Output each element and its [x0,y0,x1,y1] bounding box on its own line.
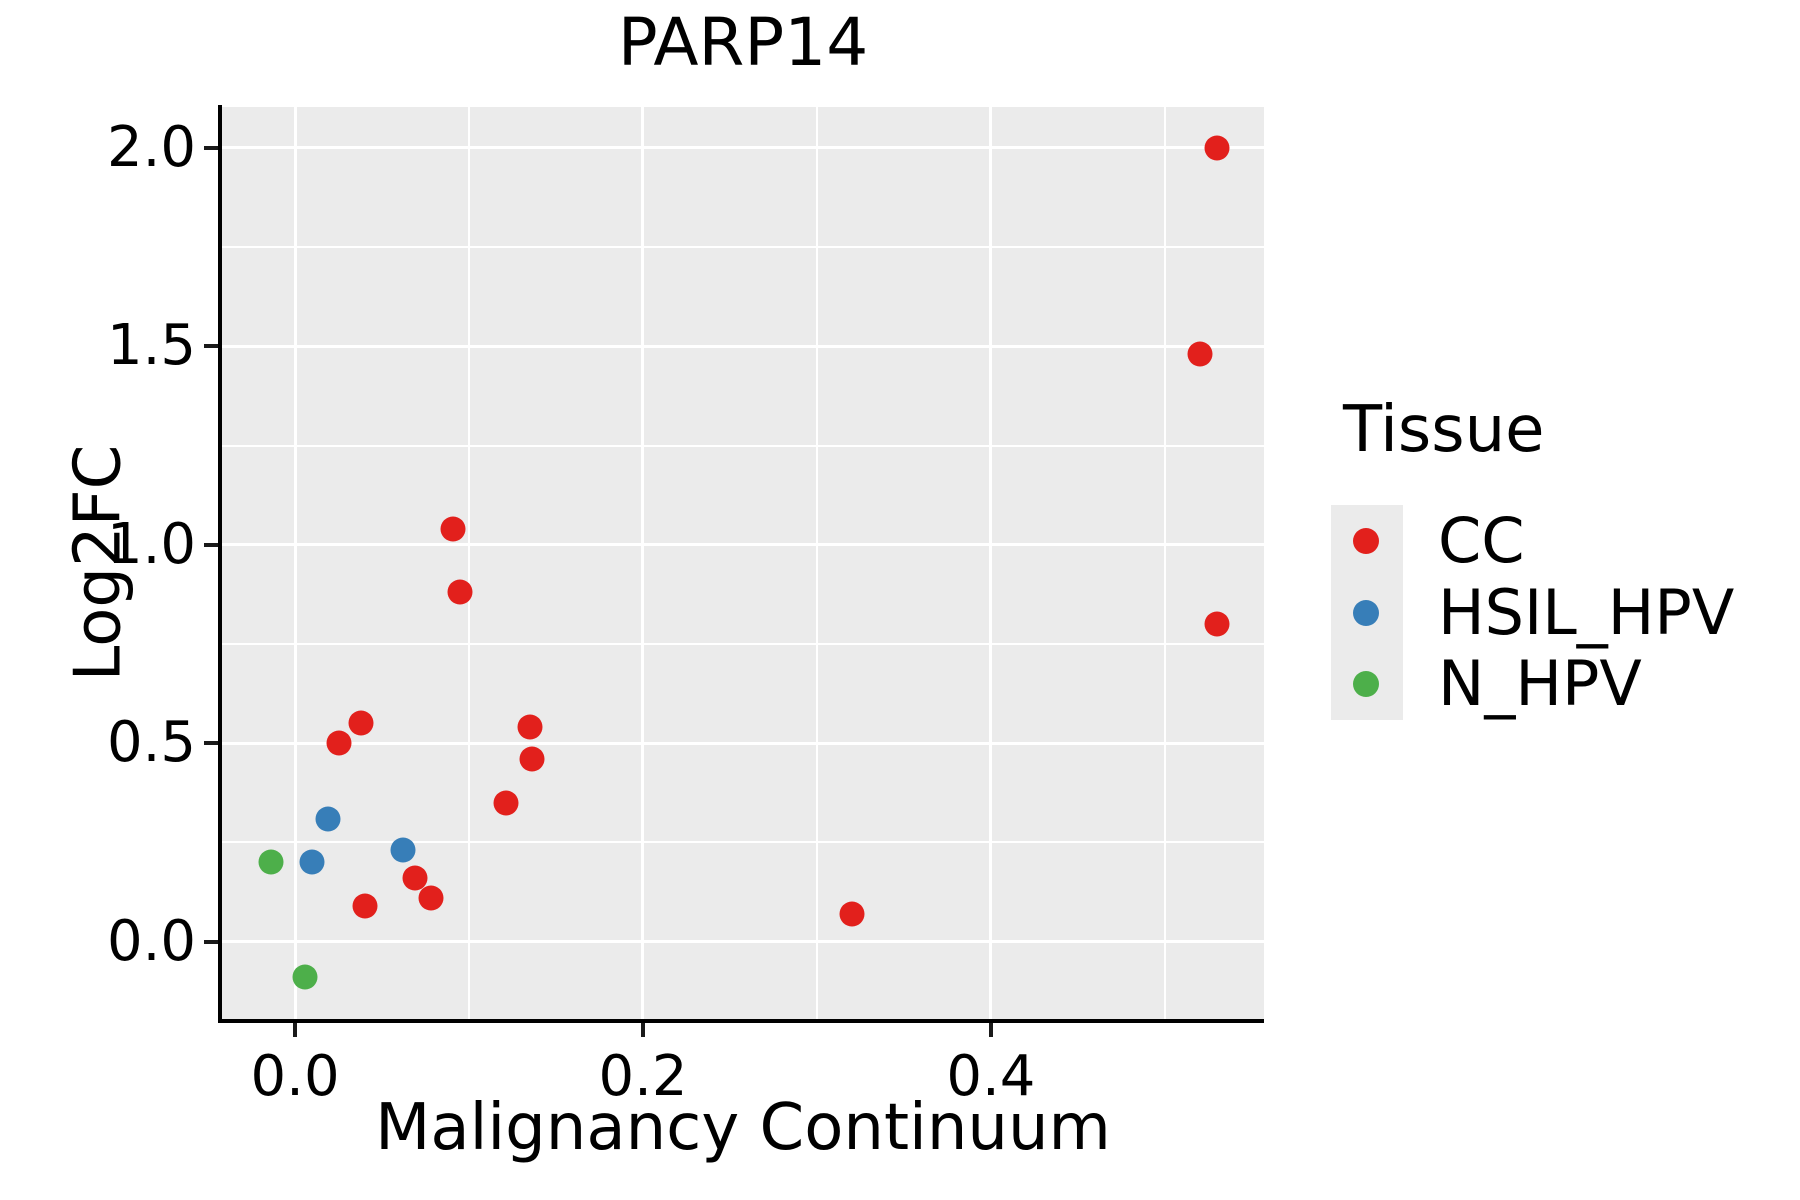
y-tick-mark [204,741,218,746]
x-tick-mark [988,1023,993,1037]
data-point-CC [1187,341,1213,367]
data-point-CC [447,579,473,605]
y-tick-label: 1.5 [106,313,196,379]
legend-dot-CC [1353,528,1379,554]
x-tick-label: 0.0 [250,1044,340,1109]
legend-title: Tissue [1343,393,1545,467]
legend-label-HSIL_HPV: HSIL_HPV [1438,575,1735,649]
y-tick-label: 1.0 [106,511,196,577]
y-tick-label: 2.0 [106,114,196,180]
y-minor-gridline [222,246,1264,249]
data-point-CC [418,885,444,911]
y-major-gridline [222,146,1264,150]
legend-label-CC: CC [1438,504,1525,577]
legend-dot-HSIL_HPV [1353,599,1379,626]
x-major-gridline [989,107,993,1019]
data-point-CC [1204,611,1230,637]
y-major-gridline [222,940,1264,944]
y-axis-line [218,105,222,1023]
legend-label-N_HPV: N_HPV [1438,647,1642,721]
x-minor-gridline [815,107,818,1019]
y-tick-label: 0.0 [106,908,196,974]
y-minor-gridline [222,444,1264,447]
data-point-N_HPV [292,964,318,990]
data-point-CC [519,746,545,772]
data-point-CC [326,730,352,756]
x-axis-line [218,1019,1264,1023]
y-major-gridline [222,543,1264,547]
y-tick-mark [204,939,218,944]
data-point-HSIL_HPV [390,837,416,863]
y-tick-mark [204,145,218,150]
y-tick-mark [204,344,218,349]
x-tick-mark [640,1023,645,1037]
x-major-gridline [293,107,297,1019]
data-point-CC [517,714,543,740]
x-axis-title: Malignancy Continuum [375,1091,1111,1165]
x-minor-gridline [1163,107,1166,1019]
y-tick-mark [204,542,218,547]
data-point-CC [1204,135,1230,161]
data-point-CC [839,901,865,927]
y-minor-gridline [222,642,1264,645]
data-point-CC [440,516,466,542]
y-tick-label: 0.5 [106,710,196,776]
x-tick-label: 0.2 [598,1044,688,1109]
x-tick-mark [293,1023,298,1037]
x-major-gridline [641,107,645,1019]
data-point-HSIL_HPV [315,806,341,832]
plot-title: PARP14 [617,4,869,81]
y-major-gridline [222,741,1264,745]
plot-panel [222,107,1264,1019]
legend-dot-N_HPV [1353,671,1379,698]
x-tick-label: 0.4 [946,1044,1036,1109]
data-point-N_HPV [258,849,284,875]
y-major-gridline [222,344,1264,348]
data-point-CC [493,790,519,816]
y-minor-gridline [222,841,1264,844]
data-point-CC [352,893,378,919]
data-point-HSIL_HPV [299,849,325,875]
data-point-CC [348,710,374,736]
x-minor-gridline [468,107,471,1019]
